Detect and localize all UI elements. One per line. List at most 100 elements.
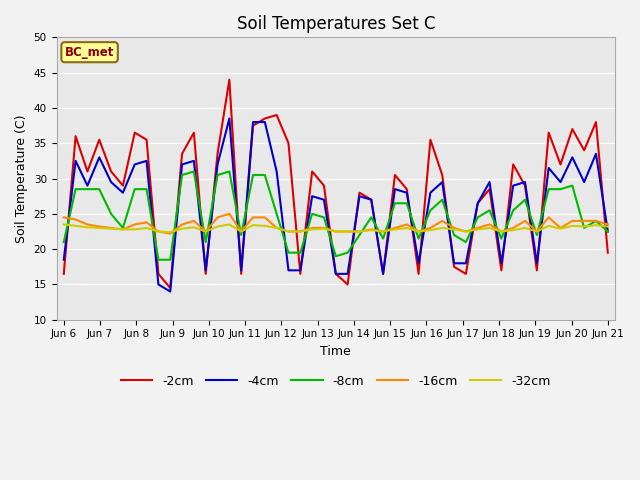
- -4cm: [380, 271, 387, 277]
- -32cm: [474, 227, 481, 232]
- Y-axis label: Soil Temperature (C): Soil Temperature (C): [15, 114, 28, 243]
- -2cm: [521, 183, 529, 189]
- -2cm: [545, 130, 552, 135]
- -32cm: [285, 228, 292, 234]
- -32cm: [214, 224, 221, 229]
- -4cm: [166, 288, 174, 294]
- -4cm: [391, 186, 399, 192]
- -16cm: [190, 218, 198, 224]
- -2cm: [308, 168, 316, 174]
- -4cm: [474, 200, 481, 206]
- -16cm: [60, 215, 68, 220]
- -2cm: [143, 137, 150, 143]
- -16cm: [72, 216, 79, 222]
- -32cm: [497, 228, 505, 234]
- -16cm: [568, 218, 576, 224]
- -16cm: [391, 225, 399, 231]
- -32cm: [391, 227, 399, 232]
- -32cm: [95, 225, 103, 231]
- -32cm: [237, 228, 245, 234]
- -32cm: [143, 225, 150, 231]
- -8cm: [604, 228, 612, 234]
- -32cm: [545, 223, 552, 229]
- -2cm: [509, 162, 517, 168]
- -4cm: [521, 179, 529, 185]
- -2cm: [320, 183, 328, 189]
- -4cm: [131, 162, 139, 168]
- -8cm: [545, 186, 552, 192]
- -8cm: [486, 207, 493, 213]
- -2cm: [178, 151, 186, 156]
- -8cm: [108, 211, 115, 217]
- -4cm: [486, 179, 493, 185]
- -32cm: [296, 228, 304, 234]
- -8cm: [509, 207, 517, 213]
- -8cm: [497, 236, 505, 241]
- -4cm: [450, 260, 458, 266]
- -2cm: [95, 137, 103, 143]
- -32cm: [415, 228, 422, 234]
- -16cm: [557, 225, 564, 231]
- -16cm: [131, 222, 139, 228]
- -8cm: [261, 172, 269, 178]
- -32cm: [604, 224, 612, 229]
- -4cm: [119, 190, 127, 195]
- -2cm: [438, 172, 446, 178]
- -32cm: [568, 223, 576, 229]
- -8cm: [438, 197, 446, 203]
- -4cm: [154, 282, 162, 288]
- -8cm: [308, 211, 316, 217]
- -4cm: [296, 267, 304, 273]
- -4cm: [273, 168, 280, 174]
- -2cm: [403, 186, 411, 192]
- -4cm: [214, 162, 221, 168]
- -16cm: [474, 225, 481, 231]
- -32cm: [521, 225, 529, 231]
- -16cm: [462, 228, 470, 234]
- -4cm: [557, 179, 564, 185]
- -4cm: [249, 119, 257, 125]
- Line: -2cm: -2cm: [64, 80, 608, 288]
- -8cm: [533, 232, 541, 238]
- -4cm: [190, 158, 198, 164]
- -32cm: [403, 225, 411, 231]
- -32cm: [462, 228, 470, 234]
- -32cm: [249, 222, 257, 228]
- -16cm: [178, 222, 186, 228]
- -16cm: [415, 228, 422, 234]
- -16cm: [95, 224, 103, 229]
- -32cm: [202, 228, 209, 234]
- -4cm: [580, 179, 588, 185]
- -2cm: [119, 183, 127, 189]
- -4cm: [308, 193, 316, 199]
- -8cm: [190, 168, 198, 174]
- -16cm: [380, 228, 387, 234]
- -32cm: [380, 228, 387, 234]
- -4cm: [545, 165, 552, 171]
- -32cm: [533, 228, 541, 234]
- -2cm: [72, 133, 79, 139]
- -32cm: [60, 222, 68, 228]
- -2cm: [568, 126, 576, 132]
- -2cm: [84, 168, 92, 174]
- -16cm: [592, 218, 600, 224]
- -16cm: [427, 225, 435, 231]
- -4cm: [332, 271, 340, 277]
- -16cm: [450, 225, 458, 231]
- -4cm: [568, 155, 576, 160]
- -2cm: [580, 147, 588, 153]
- -4cm: [84, 183, 92, 189]
- -16cm: [143, 219, 150, 225]
- -16cm: [344, 228, 351, 234]
- -8cm: [95, 186, 103, 192]
- -8cm: [332, 253, 340, 259]
- -16cm: [497, 228, 505, 234]
- -8cm: [285, 250, 292, 255]
- -32cm: [367, 227, 375, 233]
- Text: BC_met: BC_met: [65, 46, 115, 59]
- -2cm: [131, 130, 139, 135]
- -8cm: [415, 236, 422, 241]
- -4cm: [403, 190, 411, 195]
- -8cm: [249, 172, 257, 178]
- -4cm: [261, 119, 269, 125]
